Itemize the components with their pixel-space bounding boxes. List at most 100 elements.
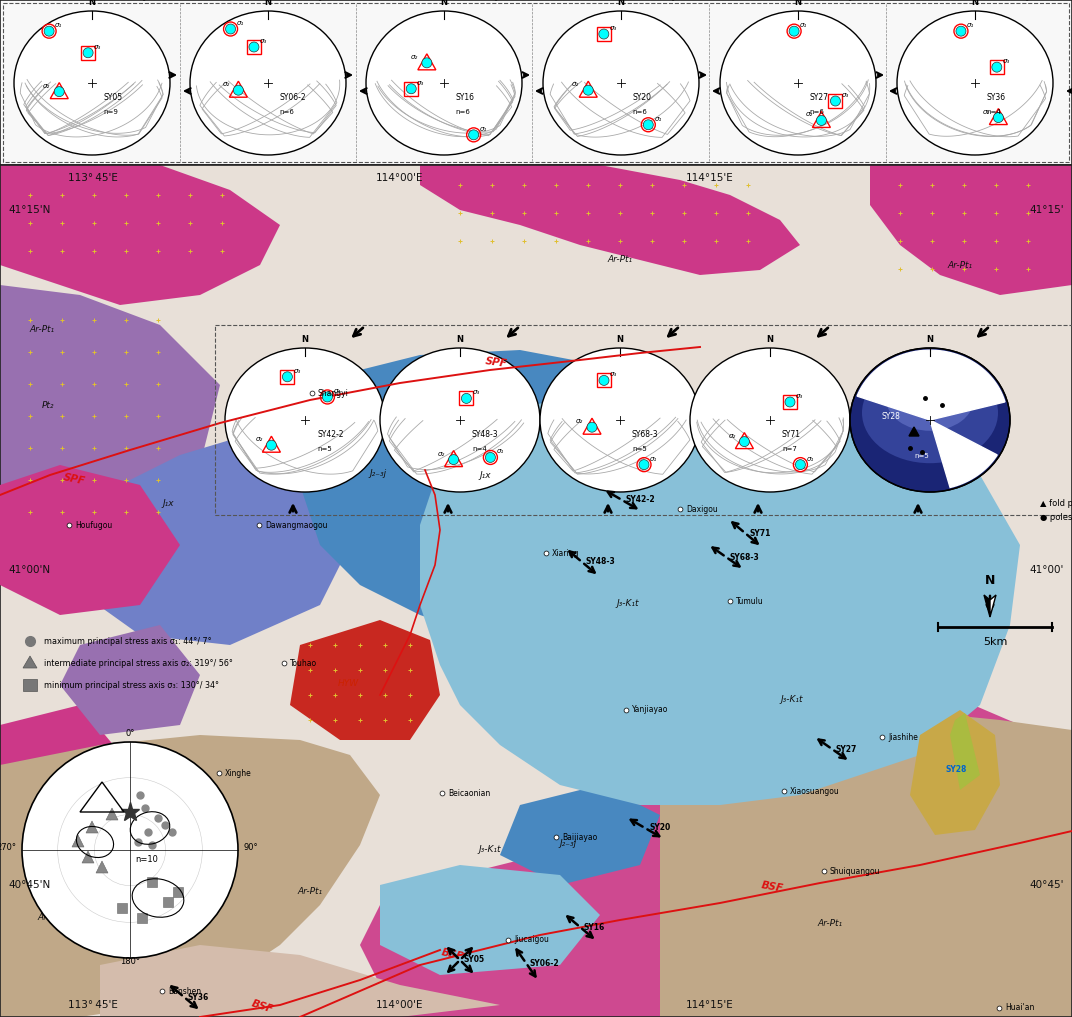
Text: σ₂: σ₂ [222,81,229,87]
Text: SY20: SY20 [649,824,670,833]
Text: Huai'an: Huai'an [1006,1004,1034,1013]
Text: N: N [616,335,624,344]
Text: N: N [766,335,774,344]
Text: σ₁: σ₁ [237,20,243,26]
Text: σ₃: σ₃ [260,38,267,44]
Circle shape [44,26,54,37]
Text: σ₃: σ₃ [610,25,617,32]
Text: Xinghe: Xinghe [225,769,252,778]
Polygon shape [23,656,38,668]
Text: 41°15': 41°15' [1029,205,1064,215]
Text: N: N [265,0,271,7]
Polygon shape [280,350,720,635]
Text: Baijiayao: Baijiayao [562,833,597,841]
Text: Pt₂: Pt₂ [42,401,55,410]
Text: SY42-2: SY42-2 [626,495,656,504]
Bar [460,392,474,406]
Text: J₃-K₁t: J₃-K₁t [479,845,502,854]
Ellipse shape [225,348,385,492]
Text: Daxigou: Daxigou [686,504,718,514]
Text: SY28: SY28 [882,412,900,421]
Text: n=6: n=6 [809,109,824,115]
Text: SY42-2: SY42-2 [317,430,343,439]
Text: SY36: SY36 [188,993,209,1002]
Ellipse shape [720,11,876,155]
Text: Xiaosuangou: Xiaosuangou [790,786,839,795]
Circle shape [831,96,840,106]
Text: σ₂: σ₂ [255,436,263,442]
Circle shape [468,130,478,140]
Circle shape [486,453,495,463]
Text: SY20: SY20 [632,93,652,102]
Polygon shape [81,851,94,863]
Text: Yanjiayao: Yanjiayao [632,706,668,715]
Text: SY71: SY71 [781,430,801,439]
Text: SY71: SY71 [749,529,771,538]
Text: SY16: SY16 [456,93,475,102]
Text: ▲ fold plunges: ▲ fold plunges [1040,498,1072,507]
Ellipse shape [544,11,699,155]
Bar [117,903,126,913]
Text: Ar-Pt₁: Ar-Pt₁ [818,918,843,928]
Text: 5km: 5km [983,637,1008,647]
Text: σ₃: σ₃ [1002,58,1010,64]
Text: SPF: SPF [62,473,86,487]
Polygon shape [660,710,1072,1017]
Text: σ₃: σ₃ [294,368,300,374]
Text: Jiucaigou: Jiucaigou [513,936,549,945]
Polygon shape [70,425,360,645]
Circle shape [599,375,609,385]
Text: n=6: n=6 [280,109,295,115]
Bar [281,370,295,383]
Text: σ₁: σ₁ [650,456,657,462]
Bar [23,679,38,691]
Text: SY06-2: SY06-2 [280,93,307,102]
Text: J₃-K₁t: J₃-K₁t [616,598,639,607]
Polygon shape [870,165,1072,295]
Bar [137,913,147,923]
Text: N: N [617,0,625,7]
Ellipse shape [885,366,974,431]
Polygon shape [100,945,500,1017]
Ellipse shape [540,348,700,492]
Ellipse shape [897,11,1053,155]
Text: σ₁: σ₁ [967,22,974,28]
Circle shape [994,113,1003,123]
Text: Houfugou: Houfugou [75,521,113,530]
Bar [81,46,95,60]
Circle shape [789,26,799,37]
Text: 113° 45'E: 113° 45'E [68,1000,118,1010]
Text: σ₁: σ₁ [496,448,504,455]
Text: σ₁: σ₁ [800,22,807,28]
Polygon shape [0,165,280,305]
Polygon shape [0,735,379,1017]
Text: σ₂: σ₂ [576,418,583,424]
Text: maximum principal stress axis σ₁: 44°/ 7°: maximum principal stress axis σ₁: 44°/ 7… [44,637,211,646]
Ellipse shape [862,362,998,463]
Text: σ₁: σ₁ [654,116,661,122]
Circle shape [225,24,236,34]
Text: N: N [301,335,309,344]
Text: SY05: SY05 [104,93,123,102]
Text: N: N [926,335,934,344]
Text: σ₃: σ₃ [796,393,803,399]
Text: SY16: SY16 [584,922,606,932]
Text: Dawangmaogou: Dawangmaogou [265,521,328,530]
Text: 180°: 180° [120,957,140,966]
Text: 40°45': 40°45' [1029,880,1064,890]
Circle shape [55,86,64,97]
Text: N: N [971,0,979,7]
Text: intermediate principal stress axis σ₂: 319°/ 56°: intermediate principal stress axis σ₂: 3… [44,658,233,667]
Polygon shape [500,785,660,885]
Circle shape [643,120,653,130]
Circle shape [84,48,93,58]
Circle shape [234,85,243,96]
Circle shape [992,62,1002,72]
Text: N: N [794,0,802,7]
Text: 90°: 90° [244,843,258,852]
Polygon shape [379,865,600,975]
Text: SY48-3: SY48-3 [472,430,498,439]
Circle shape [448,455,459,465]
Text: σ₃: σ₃ [94,44,102,50]
Text: SY27: SY27 [809,93,829,102]
